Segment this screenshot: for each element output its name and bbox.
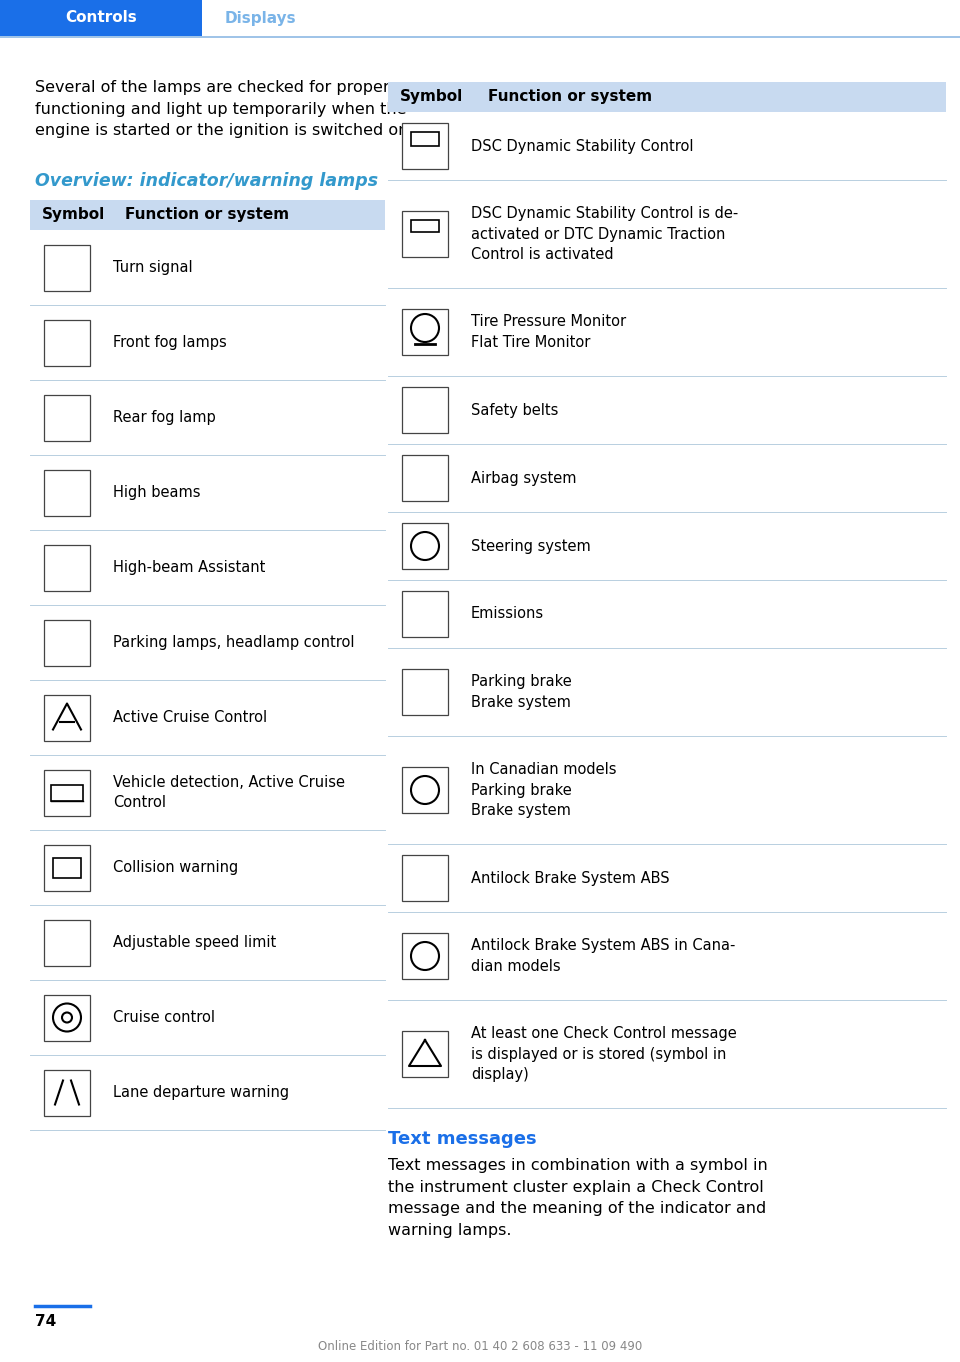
Text: ✦D: ✦D	[54, 334, 81, 351]
Text: Controls: Controls	[65, 11, 137, 26]
Text: Text messages: Text messages	[388, 1130, 537, 1148]
Bar	[402, 767, 448, 813]
Text: DSC Dynamic Stability Control: DSC Dynamic Stability Control	[471, 139, 693, 154]
Bar	[44, 1069, 90, 1115]
Text: !: !	[420, 780, 429, 799]
Text: ~~: ~~	[412, 147, 438, 162]
Text: ABS: ABS	[406, 869, 444, 887]
Text: LIM: LIM	[52, 934, 83, 951]
Bar	[402, 123, 448, 169]
Text: 74: 74	[35, 1314, 57, 1329]
Bar	[44, 844, 90, 891]
Text: Tire Pressure Monitor
Flat Tire Monitor: Tire Pressure Monitor Flat Tire Monitor	[471, 315, 626, 350]
Text: !: !	[437, 537, 444, 554]
Text: Active Cruise Control: Active Cruise Control	[113, 710, 267, 725]
Text: Safety belts: Safety belts	[471, 403, 559, 418]
Bar	[402, 211, 448, 257]
Text: ≡Dd≡: ≡Dd≡	[48, 636, 86, 650]
Bar	[411, 221, 439, 232]
Bar	[402, 855, 448, 902]
Bar	[0, 35, 960, 38]
Text: ~~: ~~	[414, 233, 437, 247]
Text: High-beam Assistant: High-beam Assistant	[113, 560, 265, 575]
Text: Steering system: Steering system	[471, 538, 590, 553]
Bar	[411, 132, 439, 146]
Bar	[402, 1031, 448, 1077]
Text: Text messages in combination with a symbol in
the instrument cluster explain a C: Text messages in combination with a symb…	[388, 1158, 768, 1238]
Text: BRAKE: BRAKE	[401, 685, 448, 699]
Text: ABS: ABS	[413, 951, 438, 962]
Text: Cruise control: Cruise control	[113, 1011, 215, 1026]
Text: Turn signal: Turn signal	[113, 260, 193, 275]
Bar	[30, 200, 385, 230]
Bar	[402, 933, 448, 979]
Bar	[44, 395, 90, 440]
Text: Rear fog lamp: Rear fog lamp	[113, 410, 216, 425]
Text: Antilock Brake System ABS: Antilock Brake System ABS	[471, 870, 670, 885]
Text: ≡A: ≡A	[56, 560, 79, 575]
Bar	[44, 470, 90, 515]
Text: Parking lamps, headlamp control: Parking lamps, headlamp control	[113, 635, 354, 650]
Text: Lane departure warning: Lane departure warning	[113, 1086, 289, 1100]
Text: Function or system: Function or system	[125, 207, 289, 222]
Text: At least one Check Control message
is displayed or is stored (symbol in
display): At least one Check Control message is di…	[471, 1026, 736, 1081]
Bar	[402, 309, 448, 355]
Bar	[44, 994, 90, 1041]
Text: Emissions: Emissions	[471, 606, 544, 621]
Text: Overview: indicator/warning lamps: Overview: indicator/warning lamps	[35, 172, 378, 191]
Bar	[44, 919, 90, 966]
Bar	[51, 785, 83, 801]
Text: 👤: 👤	[418, 466, 433, 490]
Bar	[44, 770, 90, 816]
Bar	[402, 669, 448, 715]
Text: Symbol: Symbol	[42, 207, 106, 222]
Text: 👤: 👤	[418, 398, 433, 422]
Text: Front fog lamps: Front fog lamps	[113, 335, 227, 350]
Text: DSC Dynamic Stability Control is de-
activated or DTC Dynamic Traction
Control i: DSC Dynamic Stability Control is de- act…	[471, 206, 738, 262]
Bar	[44, 545, 90, 591]
Bar	[402, 591, 448, 637]
Bar	[44, 245, 90, 290]
Text: !: !	[420, 319, 429, 338]
Bar	[402, 455, 448, 501]
Bar	[44, 620, 90, 666]
Bar	[53, 858, 81, 877]
Bar	[402, 523, 448, 569]
Text: High beams: High beams	[113, 485, 201, 500]
Text: Collision warning: Collision warning	[113, 859, 238, 874]
Text: ⚙: ⚙	[414, 602, 436, 627]
Bar	[388, 82, 946, 112]
Text: Several of the lamps are checked for proper
functioning and light up temporarily: Several of the lamps are checked for pro…	[35, 80, 414, 138]
Text: Airbag system: Airbag system	[471, 470, 577, 485]
Text: Antilock Brake System ABS in Cana-
dian models: Antilock Brake System ABS in Cana- dian …	[471, 938, 735, 974]
Bar	[0, 0, 202, 35]
Text: Online Edition for Part no. 01 40 2 608 633 - 11 09 490: Online Edition for Part no. 01 40 2 608 …	[318, 1340, 642, 1354]
Text: Symbol: Symbol	[400, 90, 464, 105]
Text: Adjustable speed limit: Adjustable speed limit	[113, 934, 276, 951]
Bar	[44, 695, 90, 741]
Text: ≡D: ≡D	[53, 484, 82, 501]
Bar	[402, 387, 448, 433]
Text: In Canadian models
Parking brake
Brake system: In Canadian models Parking brake Brake s…	[471, 763, 616, 819]
Bar	[44, 320, 90, 365]
Text: OFF: OFF	[415, 245, 436, 255]
Text: Displays: Displays	[225, 11, 296, 26]
Text: Vehicle detection, Active Cruise
Control: Vehicle detection, Active Cruise Control	[113, 775, 345, 810]
Text: Parking brake
Brake system: Parking brake Brake system	[471, 674, 572, 710]
Text: D✦: D✦	[54, 409, 81, 426]
Text: Function or system: Function or system	[488, 90, 652, 105]
Text: !: !	[421, 1047, 429, 1065]
